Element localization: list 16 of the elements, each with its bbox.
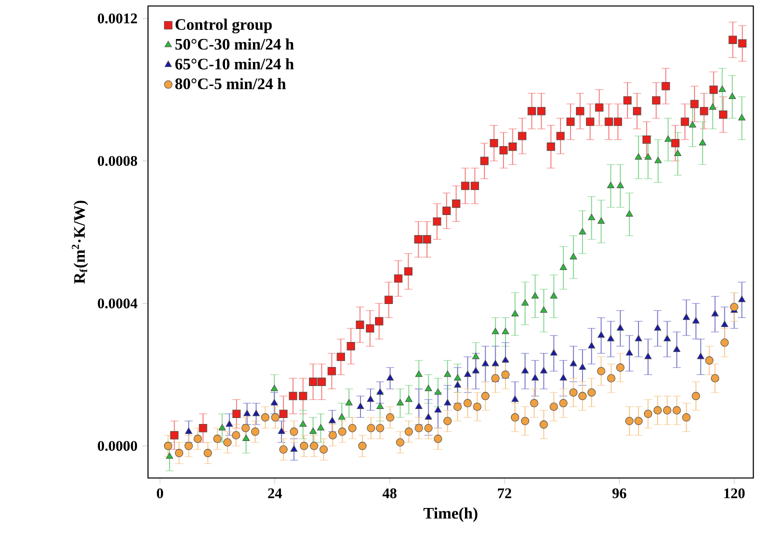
x-tick-label: 120 [724, 488, 745, 498]
x-tick-label: 48 [382, 488, 396, 498]
y-tick-label: 0.0012 [98, 13, 137, 24]
y-tick-label: 0.0008 [98, 156, 138, 166]
legend-label: Control group [176, 18, 272, 34]
y-tick-label: 0.0004 [98, 298, 138, 308]
x-tick-label: 24 [268, 488, 282, 498]
x-tick-label: 96 [612, 488, 626, 498]
y-tick-label: 0.0000 [98, 440, 138, 451]
legend-label: 65°C-10 min/24 h [175, 58, 294, 70]
x-tick-label: 72 [498, 488, 512, 498]
x-tick-label: 0 [156, 488, 164, 498]
legend-label: 80°C-5 min/24 h [175, 78, 286, 90]
y-axis-title: R$_{f}$(m$^{2}$·K/W) [72, 200, 88, 284]
legend-label: 50°C-30 min/24 h [175, 38, 294, 50]
x-axis-title: Time(h) [424, 507, 478, 522]
